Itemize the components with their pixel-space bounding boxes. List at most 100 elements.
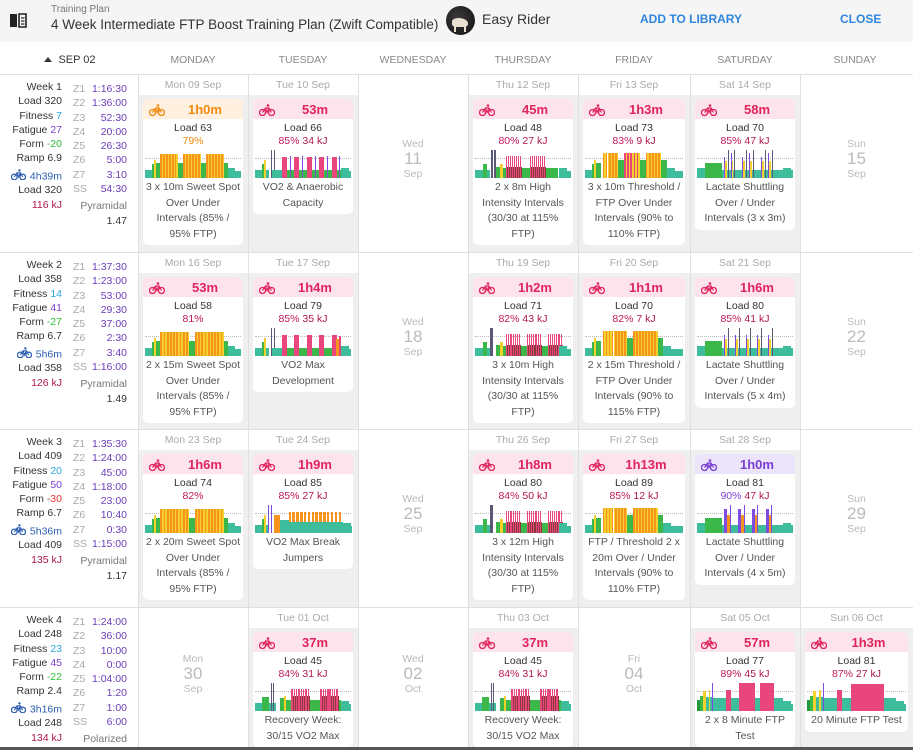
day-cell[interactable]: Sat 28 Sep 1h0m Load 81 90% 47 kJ Lactat…	[690, 430, 800, 607]
day-cell[interactable]: Wed 11 Sep	[358, 75, 468, 252]
day-cell[interactable]: Thu 03 Oct 37m Load 45 84% 31 kJ Recover…	[468, 608, 578, 749]
workout-duration: 37m	[521, 635, 549, 650]
day-cell[interactable]: Thu 19 Sep 1h2m Load 71 82% 43 kJ 3 x 10…	[468, 253, 578, 429]
workout-interval-bar	[329, 688, 331, 711]
day-cell[interactable]: Tue 10 Sep 53m Load 66 85% 34 kJ VO2 & A…	[248, 75, 358, 252]
add-to-library-button[interactable]: ADD TO LIBRARY	[640, 12, 742, 26]
zone-time: 2:30	[106, 332, 127, 345]
day-cell[interactable]: Tue 17 Sep 1h4m Load 79 85% 35 kJ VO2 Ma…	[248, 253, 358, 429]
workout-interval-bar	[731, 161, 734, 178]
workout-interval-bar	[526, 695, 528, 711]
day-cell[interactable]: Thu 26 Sep 1h8m Load 80 84% 50 kJ 3 x 12…	[468, 430, 578, 607]
day-cell[interactable]: Mon 16 Sep 53m Load 58 81% 2 x 15m Sweet…	[138, 253, 248, 429]
workout-card[interactable]: 57m Load 77 89% 45 kJ 2 x 8 Minute FTP T…	[695, 632, 795, 747]
workout-interval-bar	[503, 695, 506, 711]
day-date: Tue 01 Oct	[248, 608, 358, 628]
day-cell[interactable]: Fri 04 Oct	[578, 608, 690, 749]
week-ride-load: Load 358	[18, 362, 62, 375]
workout-interval-bar	[518, 688, 520, 711]
day-cell[interactable]: Sat 21 Sep 1h6m Load 80 85% 41 kJ Lactat…	[690, 253, 800, 429]
week-start-toggle[interactable]: SEP 02	[30, 54, 110, 66]
workout-interval-bar	[533, 344, 535, 356]
zone-label: Z5	[73, 318, 86, 331]
day-cell[interactable]: Tue 24 Sep 1h9m Load 85 85% 27 kJ VO2 Ma…	[248, 430, 358, 607]
workout-card-header: 1h1m	[583, 277, 685, 297]
workout-card[interactable]: 37m Load 45 84% 31 kJ Recovery Week: 30/…	[473, 632, 573, 747]
workout-interval-bar	[274, 328, 276, 356]
day-cell[interactable]: Sat 05 Oct 57m Load 77 89% 45 kJ 2 x 8 M…	[690, 608, 800, 749]
day-cell[interactable]: Mon 09 Sep 1h0m Load 63 79% 3 x 10m Swee…	[138, 75, 248, 252]
workout-intensity: 80% 27 kJ	[473, 135, 573, 147]
day-cell[interactable]: Wed 18 Sep	[358, 253, 468, 429]
workout-duration: 1h2m	[518, 280, 552, 295]
workout-interval-bar	[535, 521, 537, 533]
day-cell[interactable]: Fri 13 Sep 1h3m Load 73 83% 9 kJ 3 x 10m…	[578, 75, 690, 252]
workout-interval-bar	[475, 347, 483, 356]
workout-card[interactable]: 1h8m Load 80 84% 50 kJ 3 x 12m High Inte…	[473, 454, 573, 600]
day-cell[interactable]: Mon 30 Sep	[138, 608, 248, 749]
day-cell[interactable]: Sun 15 Sep	[800, 75, 913, 252]
workout-intensity: 85% 34 kJ	[253, 135, 353, 147]
avatar[interactable]	[446, 6, 475, 35]
day-cell[interactable]: Sat 14 Sep 58m Load 70 85% 47 kJ Lactate…	[690, 75, 800, 252]
zone-label: SS	[73, 361, 88, 374]
workout-interval-bar	[737, 509, 741, 533]
header-subtitle: Training Plan	[51, 4, 110, 15]
day-cell[interactable]: Sun 29 Sep	[800, 430, 913, 607]
workout-card[interactable]: 1h6m Load 74 82% 2 x 20m Sweet Spot Over…	[143, 454, 243, 600]
column-divider	[138, 253, 139, 429]
workout-interval-bar	[196, 332, 199, 356]
bike-icon	[810, 636, 828, 650]
workout-card[interactable]: 45m Load 48 80% 27 kJ 2 x 8m High Intens…	[473, 99, 573, 245]
workout-card[interactable]: 1h3m Load 81 87% 27 kJ 20 Minute FTP Tes…	[805, 632, 908, 732]
day-cell[interactable]: Tue 01 Oct 37m Load 45 84% 31 kJ Recover…	[248, 608, 358, 749]
workout-card-header: 37m	[473, 632, 573, 652]
workout-card[interactable]: 1h13m Load 89 85% 12 kJ FTP / Threshold …	[583, 454, 685, 600]
day-cell[interactable]: Fri 20 Sep 1h1m Load 70 82% 7 kJ 2 x 15m…	[578, 253, 690, 429]
workout-interval-bar	[496, 166, 500, 178]
day-cell[interactable]: Wed 25 Sep	[358, 430, 468, 607]
workout-card-header: 57m	[695, 632, 795, 652]
column-divider	[578, 253, 579, 429]
workout-interval-bar	[220, 509, 223, 533]
workout-card[interactable]: 1h9m Load 85 85% 27 kJ VO2 Max Break Jum…	[253, 454, 353, 569]
workout-interval-bar	[192, 154, 194, 178]
workout-interval-bar	[591, 164, 594, 178]
bike-icon	[10, 168, 27, 181]
zone-label: Z2	[73, 275, 86, 288]
day-cell[interactable]: Wed 02 Oct	[358, 608, 468, 749]
workout-card[interactable]: 53m Load 58 81% 2 x 15m Sweet Spot Over …	[143, 277, 243, 423]
workout-interval-bar	[171, 332, 174, 356]
workout-card[interactable]: 53m Load 66 85% 34 kJ VO2 & Anaerobic Ca…	[253, 99, 353, 214]
day-cell[interactable]: Sun 22 Sep	[800, 253, 913, 429]
workout-interval-bar	[536, 333, 538, 356]
workout-card[interactable]: 1h6m Load 80 85% 41 kJ Lactate Shuttling…	[695, 277, 795, 408]
zone-label: Z1	[73, 616, 86, 628]
workout-card[interactable]: 1h0m Load 63 79% 3 x 10m Sweet Spot Over…	[143, 99, 243, 245]
zone-row: Z7 0:30	[73, 523, 127, 537]
workout-card[interactable]: 58m Load 70 85% 47 kJ Lactate Shuttling …	[695, 99, 795, 230]
workout-card[interactable]: 1h0m Load 81 90% 47 kJ Lactate Shuttling…	[695, 454, 795, 585]
ftp-line	[475, 158, 571, 159]
workout-card[interactable]: 1h1m Load 70 82% 7 kJ 2 x 15m Threshold …	[583, 277, 685, 423]
workout-interval-bar	[708, 690, 711, 711]
workout-card[interactable]: 37m Load 45 84% 31 kJ Recovery Week: 30/…	[253, 632, 353, 747]
workout-card[interactable]: 1h4m Load 79 85% 35 kJ VO2 Max Developme…	[253, 277, 353, 392]
close-button[interactable]: CLOSE	[840, 12, 882, 26]
workout-interval-bar	[697, 523, 705, 533]
workout-interval-bar	[531, 344, 533, 356]
day-cell[interactable]: Thu 12 Sep 45m Load 48 80% 27 kJ 2 x 8m …	[468, 75, 578, 252]
day-cell[interactable]: Mon 23 Sep 1h6m Load 74 82% 2 x 20m Swee…	[138, 430, 248, 607]
workout-interval-bar	[499, 698, 504, 711]
bike-icon	[588, 281, 606, 295]
workout-interval-bar	[823, 698, 837, 711]
day-cell[interactable]: Sun 06 Oct 1h3m Load 81 87% 27 kJ 20 Min…	[800, 608, 913, 749]
workout-card-header: 1h4m	[253, 277, 353, 297]
workout-interval-bar	[642, 507, 644, 533]
workout-card[interactable]: 1h3m Load 73 83% 9 kJ 3 x 10m Threshold …	[583, 99, 685, 245]
workout-card[interactable]: 1h2m Load 71 82% 43 kJ 3 x 10m High Inte…	[473, 277, 573, 423]
workout-interval-bar	[608, 330, 611, 356]
workout-interval-bar	[517, 695, 519, 711]
workout-interval-bar	[209, 154, 212, 178]
day-cell[interactable]: Fri 27 Sep 1h13m Load 89 85% 12 kJ FTP /…	[578, 430, 690, 607]
